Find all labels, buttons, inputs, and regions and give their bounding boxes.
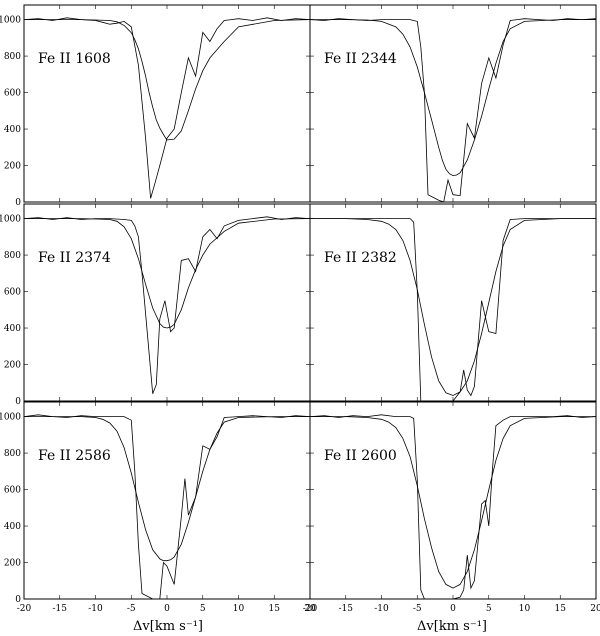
x-tick-label: 20 <box>590 604 600 614</box>
y-tick-label: 200 <box>4 162 21 172</box>
panel-5: 0 200 400 600 800 1000 -20 -15 -10 -5 0 5 10 15 20 Fe I… <box>0 401 316 614</box>
x-tick-label: -20 <box>17 604 32 614</box>
x-tick-label: 10 <box>233 604 245 614</box>
panel-label: Fe II 2382 <box>324 250 397 266</box>
panel-4: Fe II 2382 <box>309 203 597 402</box>
data-profile-line <box>310 218 596 402</box>
x-tick-label: -15 <box>339 604 354 614</box>
y-tick-label: 400 <box>4 125 21 135</box>
y-tick-label: 200 <box>4 559 21 569</box>
panel-3: 0 200 400 600 800 1000 Fe II 2374 <box>0 203 311 407</box>
panel-frame <box>23 401 311 600</box>
model-profile-line <box>310 218 596 396</box>
y-tick-label: 400 <box>4 522 21 532</box>
x-tick-label: -10 <box>88 604 103 614</box>
model-profile-line <box>310 416 596 589</box>
x-tick-label: 20 <box>304 604 316 614</box>
x-tick-label: 0 <box>164 604 170 614</box>
data-profile-line <box>309 18 597 203</box>
panel-label: Fe II 1608 <box>38 51 111 67</box>
model-profile-line <box>24 218 311 329</box>
y-tick-label: 1000 <box>0 413 21 423</box>
y-tick-label: 1000 <box>0 215 21 225</box>
y-tick-label: 800 <box>4 251 21 261</box>
y-tick-label: 800 <box>4 52 21 62</box>
x-tick-label: 5 <box>200 604 206 614</box>
x-tick-label: -10 <box>374 604 389 614</box>
y-tick-label: 800 <box>4 449 21 459</box>
y-tick-label: 600 <box>4 288 21 298</box>
y-tick-label: 1000 <box>0 16 21 26</box>
data-profile-line <box>23 17 311 199</box>
data-profile-line <box>309 414 597 600</box>
x-tick-label: 5 <box>486 604 492 614</box>
panel-label: Fe II 2600 <box>324 448 397 464</box>
panel-frame <box>23 203 311 402</box>
x-tick-label: 15 <box>269 604 281 614</box>
panel-frame <box>23 4 311 203</box>
x-axis-label-left: Δv[km s⁻¹] <box>133 619 203 634</box>
y-tick-label: 0 <box>15 595 21 605</box>
x-tick-label: 0 <box>450 604 456 614</box>
panel-label: Fe II 2586 <box>38 448 111 464</box>
y-tick-label: 600 <box>4 89 21 99</box>
panel-frame <box>309 4 597 203</box>
y-tick-label: 600 <box>4 486 21 496</box>
x-tick-label: -5 <box>127 604 136 614</box>
y-tick-label: 400 <box>4 324 21 334</box>
x-tick-label: 15 <box>555 604 567 614</box>
x-tick-label: -20 <box>303 604 318 614</box>
data-profile-line <box>23 216 311 394</box>
panel-frame <box>309 401 597 600</box>
x-axis-label-right: Δv[km s⁻¹] <box>417 619 487 634</box>
panel-6: -20 -15 -10 -5 0 5 10 15 20 Fe II 2600 <box>303 401 600 614</box>
panel-2: Fe II 2344 <box>309 4 597 203</box>
model-profile-line <box>24 19 311 141</box>
x-tick-label: 10 <box>519 604 531 614</box>
model-profile-line <box>310 19 596 177</box>
panel-1: 0 200 400 600 800 1000 Fe II 1608 <box>0 4 311 208</box>
y-tick-label: 0 <box>15 198 21 208</box>
panel-label: Fe II 2374 <box>38 250 111 266</box>
y-tick-label: 0 <box>15 397 21 407</box>
panel-frame <box>309 203 597 402</box>
data-profile-line <box>23 414 311 600</box>
x-tick-label: -15 <box>53 604 68 614</box>
x-tick-label: -5 <box>413 604 422 614</box>
panel-label: Fe II 2344 <box>324 51 397 67</box>
y-tick-label: 200 <box>4 361 21 371</box>
model-profile-line <box>24 416 310 562</box>
